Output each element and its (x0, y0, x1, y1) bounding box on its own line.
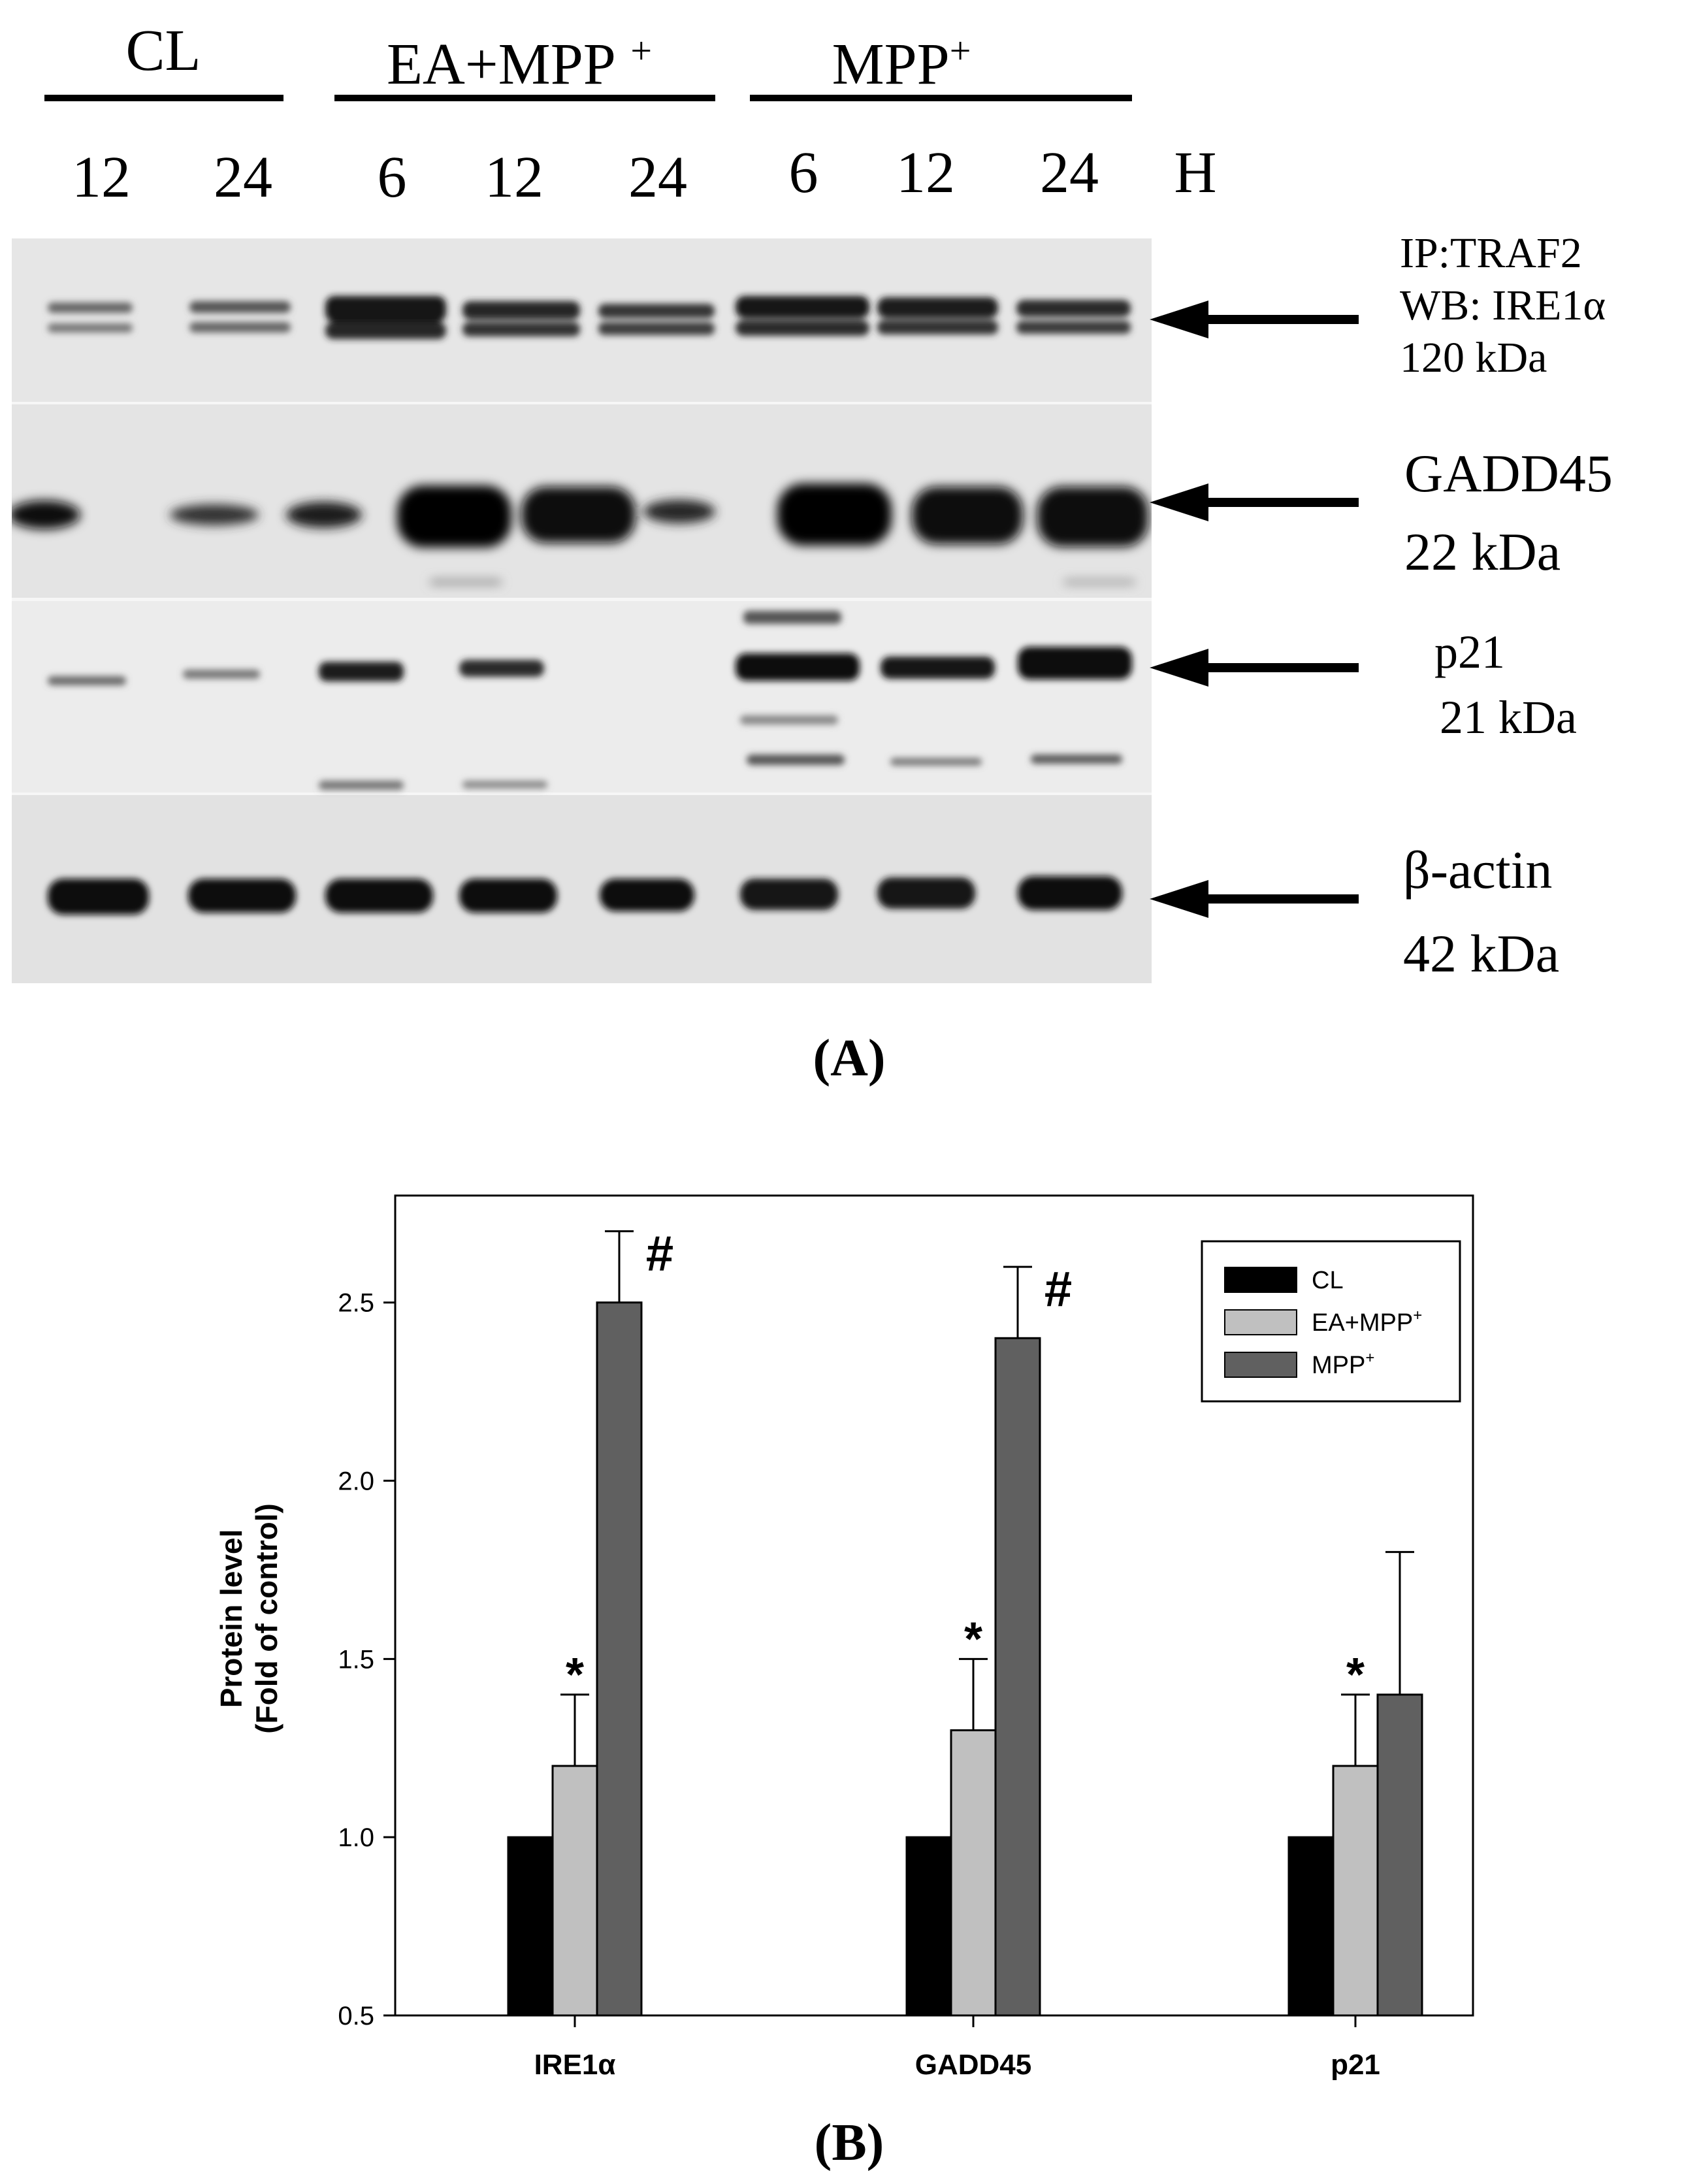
time-label: 12 (72, 145, 131, 210)
bar-chart: 0.5 1.0 1.5 2.0 2.5 Protein level(Fold of con… (214, 1194, 1474, 2081)
legend-label: MPP+ (1312, 1349, 1374, 1379)
bar (950, 1729, 997, 2017)
bar (1287, 1836, 1335, 2017)
bar (596, 1301, 643, 2017)
time-label: 12 (485, 145, 543, 210)
legend-label: EA+MPP+ (1312, 1307, 1422, 1337)
time-unit-label: H (1174, 140, 1217, 205)
y-tick-label: 2.5 (338, 1289, 374, 1318)
blot-bands-gadd45 (12, 483, 1148, 585)
time-label: 6 (377, 145, 407, 210)
legend-swatch (1224, 1352, 1297, 1378)
significance-mark: * (1346, 1649, 1365, 1701)
x-tick-label: p21 (1331, 2049, 1380, 2081)
time-label: 24 (214, 145, 272, 210)
significance-mark: * (566, 1649, 584, 1701)
bar (994, 1337, 1041, 2017)
x-tick-label: IRE1α (534, 2049, 616, 2081)
time-label: 24 (628, 145, 687, 210)
significance-mark: * (964, 1613, 982, 1665)
blot-bands-beta-actin (48, 876, 1122, 915)
legend-swatch (1224, 1267, 1297, 1293)
y-tick-label: 0.5 (338, 2002, 374, 2030)
significance-mark: # (1044, 1262, 1072, 1317)
group-label-ea-mpp: EA+MPP + (386, 29, 653, 97)
group-bar-cl (44, 95, 283, 101)
group-bar-ea-mpp (334, 95, 715, 101)
arrow-icon (1150, 649, 1359, 687)
significance-mark: # (646, 1226, 673, 1282)
legend-swatch (1224, 1309, 1297, 1335)
blot-label-ire1a: IP:TRAF2 WB: IRE1α 120 kDa (1400, 229, 1606, 382)
bar (1376, 1693, 1423, 2017)
bar (551, 1765, 598, 2017)
blot-image (12, 238, 1152, 983)
blot-label-gadd45: GADD45 22 kDa (1404, 444, 1613, 581)
bar (905, 1836, 952, 2017)
panel-label-b: (B) (814, 2114, 884, 2172)
group-label-mpp: MPP+ (832, 29, 971, 97)
time-label: 12 (896, 140, 955, 205)
y-axis-label: Protein level(Fold of control) (214, 1503, 283, 1734)
blot-bands-p21 (48, 611, 1132, 790)
y-tick-label: 1.5 (338, 1645, 374, 1674)
blot-label-beta-actin: β-actin 42 kDa (1403, 840, 1560, 983)
bar (507, 1836, 554, 2017)
arrow-icon (1150, 880, 1359, 918)
blot-bands-ire1a (48, 296, 1131, 339)
bar (1332, 1765, 1379, 2017)
x-tick-label: GADD45 (915, 2049, 1032, 2081)
group-label-cl: CL (125, 18, 201, 83)
panel-label-a: (A) (813, 1030, 886, 1087)
time-label: 24 (1040, 140, 1099, 205)
blot-label-p21: p21 21 kDa (1434, 626, 1577, 743)
y-tick-label: 1.0 (338, 1823, 374, 1852)
y-tick-label: 2.0 (338, 1467, 374, 1496)
arrow-icon (1150, 483, 1359, 521)
time-label: 6 (788, 140, 818, 205)
arrow-icon (1150, 301, 1359, 338)
blot-arrows (1150, 301, 1359, 918)
group-bar-mpp (750, 95, 1132, 101)
legend-label: CL (1312, 1267, 1344, 1294)
